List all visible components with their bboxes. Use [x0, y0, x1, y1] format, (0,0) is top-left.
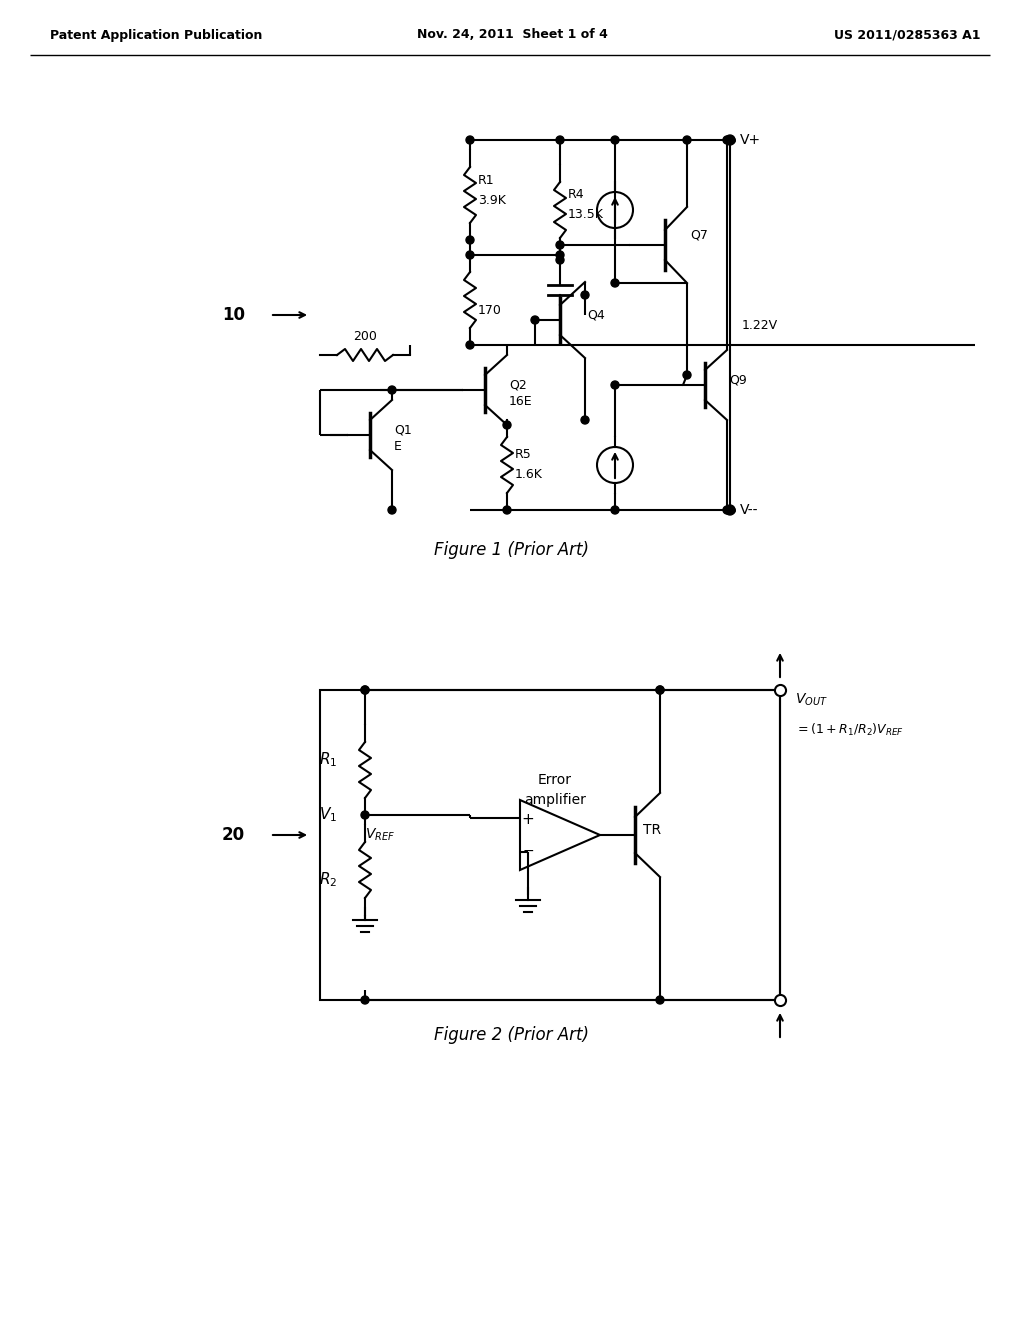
Text: US 2011/0285363 A1: US 2011/0285363 A1	[834, 29, 980, 41]
Circle shape	[466, 136, 474, 144]
Text: $V_{OUT}$: $V_{OUT}$	[795, 692, 827, 709]
Circle shape	[388, 385, 396, 393]
Text: $-$: $-$	[522, 843, 535, 857]
Circle shape	[611, 279, 618, 286]
Circle shape	[611, 506, 618, 513]
Circle shape	[556, 256, 564, 264]
Circle shape	[361, 810, 369, 818]
Text: amplifier: amplifier	[524, 793, 586, 807]
Circle shape	[466, 251, 474, 259]
Text: Q7: Q7	[690, 228, 708, 242]
Circle shape	[656, 686, 664, 694]
Circle shape	[611, 381, 618, 389]
Circle shape	[683, 371, 691, 379]
Circle shape	[723, 136, 731, 144]
Text: Figure 2 (Prior Art): Figure 2 (Prior Art)	[434, 1026, 590, 1044]
Circle shape	[531, 315, 539, 323]
Text: Q9: Q9	[729, 374, 746, 387]
Text: Q2: Q2	[509, 379, 526, 392]
Text: R4: R4	[568, 189, 585, 202]
Circle shape	[503, 421, 511, 429]
Text: 20: 20	[222, 826, 245, 843]
Circle shape	[656, 997, 664, 1005]
Text: E: E	[394, 441, 401, 454]
Text: $R_2$: $R_2$	[318, 871, 337, 890]
Text: V+: V+	[740, 133, 761, 147]
Text: 170: 170	[478, 304, 502, 317]
Text: 13.5K: 13.5K	[568, 209, 604, 222]
Circle shape	[723, 506, 731, 513]
Circle shape	[611, 136, 618, 144]
Circle shape	[556, 136, 564, 144]
Text: $=(1+R_1/R_2)V_{REF}$: $=(1+R_1/R_2)V_{REF}$	[795, 722, 904, 738]
Text: 1.6K: 1.6K	[515, 469, 543, 482]
Circle shape	[466, 341, 474, 348]
Text: $R_1$: $R_1$	[318, 751, 337, 770]
Text: Q1: Q1	[394, 424, 412, 437]
Circle shape	[725, 135, 735, 145]
Text: 200: 200	[353, 330, 377, 343]
Circle shape	[503, 506, 511, 513]
Circle shape	[556, 251, 564, 259]
Text: Patent Application Publication: Patent Application Publication	[50, 29, 262, 41]
Text: R5: R5	[515, 449, 531, 462]
Circle shape	[727, 507, 733, 513]
Circle shape	[725, 506, 735, 515]
Text: TR: TR	[643, 822, 662, 837]
Text: R1: R1	[478, 173, 495, 186]
Circle shape	[656, 686, 664, 694]
Bar	[319, 690, 780, 1001]
Circle shape	[361, 686, 369, 694]
Circle shape	[466, 236, 474, 244]
Text: 1.22V: 1.22V	[742, 318, 778, 331]
Circle shape	[361, 997, 369, 1005]
Text: 3.9K: 3.9K	[478, 194, 506, 206]
Circle shape	[388, 506, 396, 513]
Circle shape	[727, 137, 733, 143]
Text: +: +	[521, 813, 535, 828]
Text: Q4: Q4	[587, 309, 605, 322]
Text: $V_{REF}$: $V_{REF}$	[365, 826, 395, 843]
Circle shape	[683, 136, 691, 144]
Circle shape	[581, 290, 589, 300]
Circle shape	[361, 686, 369, 694]
Text: Nov. 24, 2011  Sheet 1 of 4: Nov. 24, 2011 Sheet 1 of 4	[417, 29, 607, 41]
Circle shape	[556, 242, 564, 249]
Text: Error: Error	[538, 774, 572, 787]
Text: 10: 10	[222, 306, 245, 323]
Circle shape	[581, 416, 589, 424]
Text: $V_1$: $V_1$	[318, 805, 337, 825]
Text: V--: V--	[740, 503, 759, 517]
Text: 16E: 16E	[509, 396, 532, 408]
Text: Figure 1 (Prior Art): Figure 1 (Prior Art)	[434, 541, 590, 558]
